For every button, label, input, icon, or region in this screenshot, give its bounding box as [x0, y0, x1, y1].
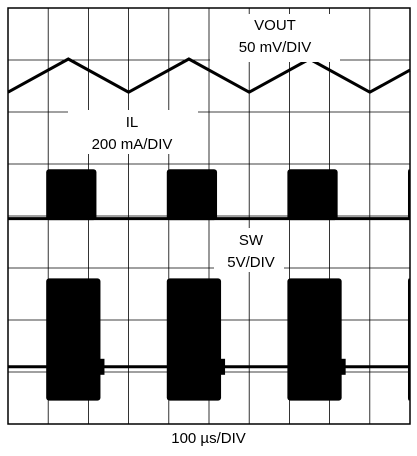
il-label: IL — [126, 114, 139, 131]
vout-label-bg — [210, 14, 340, 62]
sw-burst — [46, 278, 101, 401]
il-burst — [407, 169, 410, 221]
vout-label: VOUT — [254, 17, 296, 34]
sw-burst — [166, 278, 222, 401]
trace-labels: VOUT 50 mV/DIV IL 200 mA/DIV SW 5V/DIV — [68, 14, 340, 272]
sw-burst — [287, 278, 342, 401]
il-burst — [287, 169, 338, 221]
il-scale: 200 mA/DIV — [92, 136, 173, 153]
vout-scale: 50 mV/DIV — [239, 39, 312, 56]
sw-burst-tail — [219, 358, 226, 375]
traces — [7, 57, 411, 401]
il-burst — [46, 169, 97, 221]
vout-trace — [7, 57, 411, 94]
il-burst — [166, 169, 218, 221]
sw-burst-tail — [339, 358, 346, 375]
x-axis-label: 100 µs/DIV — [171, 430, 246, 447]
il-label-bg — [68, 110, 198, 154]
sw-burst — [407, 278, 410, 401]
sw-label-bg — [214, 228, 284, 272]
sw-scale: 5V/DIV — [227, 254, 275, 271]
sw-label: SW — [239, 232, 264, 249]
sw-burst-tail — [98, 358, 105, 375]
